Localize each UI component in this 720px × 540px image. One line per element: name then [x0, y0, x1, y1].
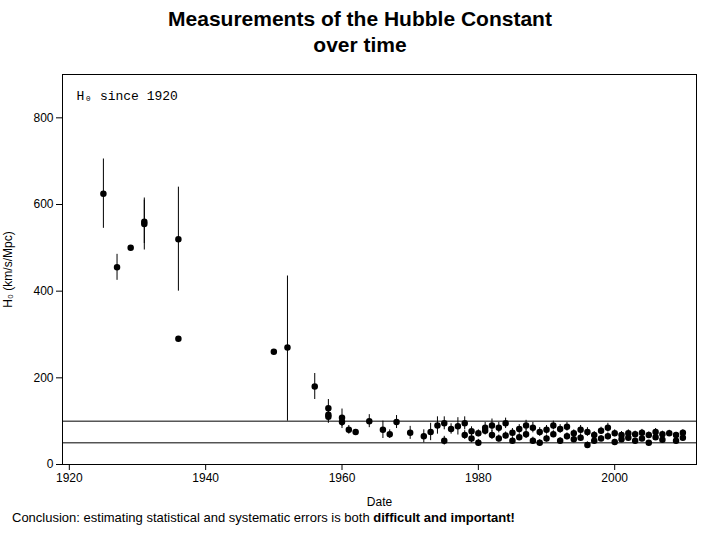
svg-text:400: 400 — [33, 284, 53, 298]
svg-text:H₀ since 1920: H₀ since 1920 — [77, 89, 178, 104]
html-text:Measurements of the Hubble Con: Measurements of the Hubble Constant — [168, 7, 552, 30]
html-text:Conclusion: estimating statist: Conclusion: estimating statistical and s… — [12, 510, 515, 525]
svg-text:1980: 1980 — [465, 471, 492, 485]
svg-text:200: 200 — [33, 371, 53, 385]
svg-text:0: 0 — [47, 457, 54, 471]
svg-text:H₀ (km/s/Mpc): H₀ (km/s/Mpc) — [1, 231, 15, 307]
svg-text:Date: Date — [367, 495, 393, 509]
html-text:over time: over time — [313, 33, 407, 56]
svg-text:1960: 1960 — [329, 471, 356, 485]
svg-text:600: 600 — [33, 197, 53, 211]
svg-text:2000: 2000 — [601, 471, 628, 485]
svg-text:1920: 1920 — [56, 471, 83, 485]
svg-text:800: 800 — [33, 111, 53, 125]
svg-text:1940: 1940 — [192, 471, 219, 485]
